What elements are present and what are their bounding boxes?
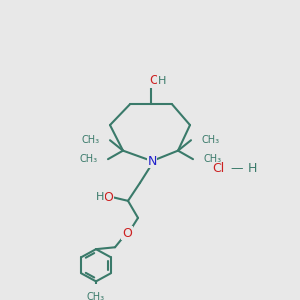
Text: O: O xyxy=(103,190,113,204)
Text: O: O xyxy=(149,74,159,87)
Text: —: — xyxy=(231,162,243,175)
Text: O: O xyxy=(122,226,132,240)
Text: CH₃: CH₃ xyxy=(201,135,219,145)
Text: CH₃: CH₃ xyxy=(82,135,100,145)
Text: H: H xyxy=(247,162,257,175)
Text: H: H xyxy=(158,76,166,85)
Text: Cl: Cl xyxy=(212,162,224,175)
Text: H: H xyxy=(96,192,104,202)
Text: CH₃: CH₃ xyxy=(203,154,221,164)
Text: CH₃: CH₃ xyxy=(87,292,105,300)
Text: CH₃: CH₃ xyxy=(80,154,98,164)
Text: N: N xyxy=(147,154,157,168)
